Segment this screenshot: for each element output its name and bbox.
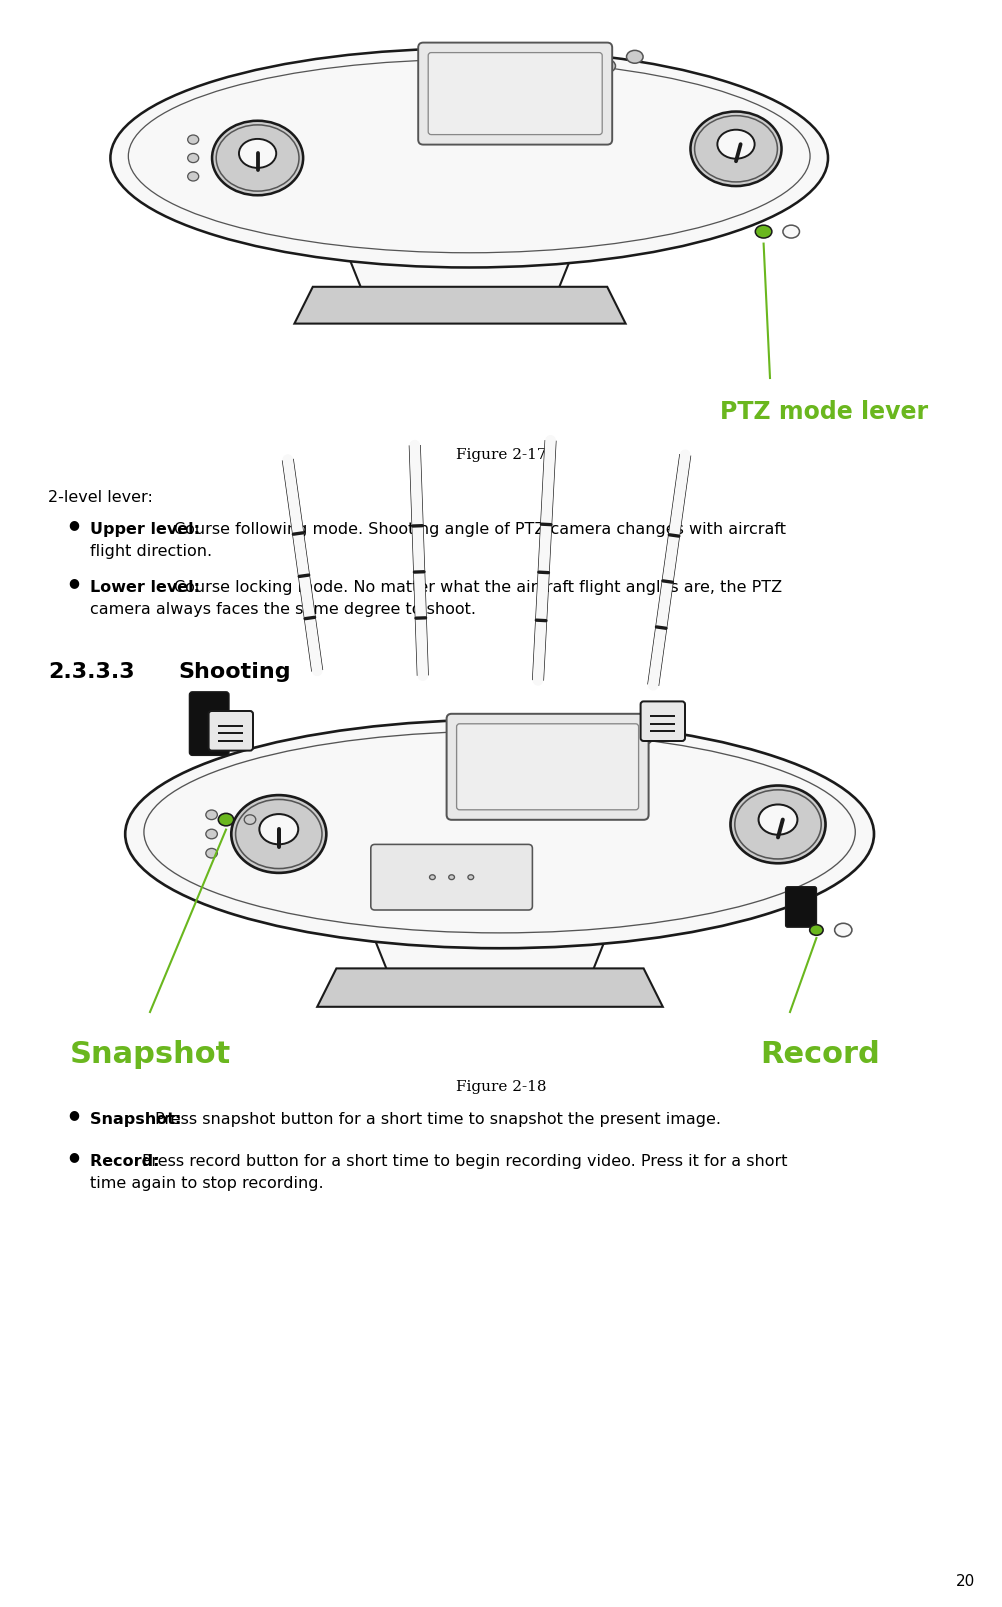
Polygon shape (375, 940, 604, 988)
Text: Press record button for a short time to begin recording video. Press it for a sh: Press record button for a short time to … (142, 1154, 787, 1168)
Ellipse shape (244, 815, 256, 824)
Point (772, 828, 784, 847)
Ellipse shape (187, 153, 198, 162)
Ellipse shape (260, 815, 298, 844)
Text: PTZ mode lever: PTZ mode lever (719, 400, 927, 424)
Ellipse shape (231, 795, 326, 873)
Ellipse shape (448, 874, 454, 879)
Ellipse shape (809, 924, 823, 935)
Point (252, 143, 264, 162)
Text: 20: 20 (955, 1573, 974, 1589)
Text: time again to stop recording.: time again to stop recording. (90, 1176, 324, 1191)
Ellipse shape (689, 111, 781, 186)
Text: Figure 2-17: Figure 2-17 (456, 448, 546, 461)
Ellipse shape (238, 138, 276, 167)
Point (733, 135, 745, 154)
Text: Record: Record (760, 1040, 879, 1069)
Text: Upper level:: Upper level: (90, 522, 205, 537)
Ellipse shape (205, 848, 217, 858)
Polygon shape (317, 969, 662, 1008)
Ellipse shape (716, 130, 754, 159)
Text: camera always faces the same degree to shoot.: camera always faces the same degree to s… (90, 603, 476, 617)
Ellipse shape (110, 48, 828, 267)
Ellipse shape (626, 50, 642, 63)
Ellipse shape (663, 722, 680, 734)
Ellipse shape (634, 731, 651, 744)
FancyBboxPatch shape (456, 723, 638, 810)
Text: ●: ● (68, 1107, 79, 1122)
Point (273, 837, 285, 857)
Ellipse shape (755, 225, 772, 238)
Ellipse shape (783, 225, 799, 238)
Ellipse shape (468, 874, 473, 879)
Text: ●: ● (68, 517, 79, 530)
Ellipse shape (187, 172, 198, 182)
Line: 2 pts: 2 pts (778, 820, 782, 837)
Text: flight direction.: flight direction. (90, 545, 211, 559)
Point (776, 810, 788, 829)
Polygon shape (350, 259, 570, 305)
Ellipse shape (429, 874, 435, 879)
Point (729, 151, 741, 170)
FancyBboxPatch shape (418, 43, 611, 145)
Text: Lower level:: Lower level: (90, 580, 205, 595)
Ellipse shape (205, 810, 217, 820)
Text: ●: ● (68, 575, 79, 590)
Text: 2.3.3.3: 2.3.3.3 (48, 662, 134, 681)
Ellipse shape (187, 135, 198, 145)
Text: ●: ● (68, 1151, 79, 1163)
Text: 2-level lever:: 2-level lever: (48, 490, 152, 505)
Text: Course locking mode. No matter what the aircraft flight angles are, the PTZ: Course locking mode. No matter what the … (174, 580, 782, 595)
Text: Shooting: Shooting (177, 662, 291, 681)
Ellipse shape (205, 829, 217, 839)
Point (273, 820, 285, 839)
Ellipse shape (125, 720, 873, 948)
Ellipse shape (758, 805, 797, 834)
FancyBboxPatch shape (785, 887, 816, 927)
FancyBboxPatch shape (189, 691, 228, 755)
Text: Snapshot:: Snapshot: (90, 1112, 186, 1127)
Text: Snapshot: Snapshot (70, 1040, 231, 1069)
FancyBboxPatch shape (371, 844, 532, 910)
Line: 2 pts: 2 pts (735, 145, 739, 161)
Text: Press snapshot button for a short time to snapshot the present image.: Press snapshot button for a short time t… (155, 1112, 720, 1127)
FancyBboxPatch shape (446, 714, 648, 820)
FancyBboxPatch shape (428, 53, 601, 135)
FancyBboxPatch shape (208, 710, 253, 750)
Ellipse shape (218, 813, 233, 826)
FancyBboxPatch shape (640, 701, 684, 741)
Ellipse shape (598, 59, 615, 72)
Point (252, 161, 264, 180)
Ellipse shape (211, 121, 303, 196)
Ellipse shape (729, 786, 825, 863)
Polygon shape (295, 286, 625, 323)
Ellipse shape (834, 924, 851, 937)
Text: Course following mode. Shooting angle of PTZ camera changes with aircraft: Course following mode. Shooting angle of… (174, 522, 786, 537)
Text: Figure 2-18: Figure 2-18 (456, 1080, 546, 1094)
Text: Record:: Record: (90, 1154, 165, 1168)
